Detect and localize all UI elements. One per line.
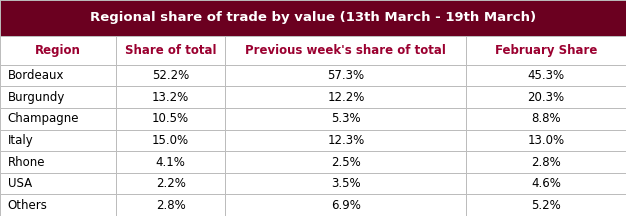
Text: 2.8%: 2.8% xyxy=(531,156,561,168)
Text: 6.9%: 6.9% xyxy=(331,199,361,212)
Bar xyxy=(225,86,466,108)
Text: 13.0%: 13.0% xyxy=(528,134,565,147)
Bar xyxy=(466,86,626,108)
Text: Share of total: Share of total xyxy=(125,44,217,57)
Bar xyxy=(0,130,116,151)
Text: Previous week's share of total: Previous week's share of total xyxy=(245,44,446,57)
Bar xyxy=(225,130,466,151)
Text: Region: Region xyxy=(35,44,81,57)
Bar xyxy=(466,36,626,65)
Bar xyxy=(225,151,466,173)
Text: Bordeaux: Bordeaux xyxy=(8,69,64,82)
Bar xyxy=(466,173,626,194)
Bar xyxy=(116,194,225,216)
Text: 4.1%: 4.1% xyxy=(156,156,185,168)
Text: 2.8%: 2.8% xyxy=(156,199,185,212)
Bar xyxy=(0,0,626,36)
Bar xyxy=(0,86,116,108)
Bar xyxy=(466,108,626,130)
Text: 15.0%: 15.0% xyxy=(152,134,189,147)
Bar xyxy=(0,173,116,194)
Bar xyxy=(466,65,626,86)
Bar xyxy=(116,173,225,194)
Bar xyxy=(0,65,116,86)
Text: 2.2%: 2.2% xyxy=(156,177,185,190)
Text: 57.3%: 57.3% xyxy=(327,69,364,82)
Bar xyxy=(116,130,225,151)
Bar xyxy=(0,36,116,65)
Text: 12.3%: 12.3% xyxy=(327,134,364,147)
Bar xyxy=(116,65,225,86)
Text: Regional share of trade by value (13th March - 19th March): Regional share of trade by value (13th M… xyxy=(90,11,536,24)
Text: Others: Others xyxy=(8,199,48,212)
Text: February Share: February Share xyxy=(495,44,597,57)
Bar xyxy=(0,194,116,216)
Bar xyxy=(225,194,466,216)
Text: 2.5%: 2.5% xyxy=(331,156,361,168)
Bar xyxy=(466,194,626,216)
Bar xyxy=(116,108,225,130)
Text: 13.2%: 13.2% xyxy=(152,91,189,104)
Text: 5.2%: 5.2% xyxy=(531,199,561,212)
Bar xyxy=(225,65,466,86)
Text: 5.3%: 5.3% xyxy=(331,112,361,125)
Text: Burgundy: Burgundy xyxy=(8,91,65,104)
Text: 10.5%: 10.5% xyxy=(152,112,189,125)
Text: Rhone: Rhone xyxy=(8,156,45,168)
Text: Italy: Italy xyxy=(8,134,33,147)
Bar xyxy=(116,151,225,173)
Bar xyxy=(0,108,116,130)
Text: 52.2%: 52.2% xyxy=(152,69,189,82)
Text: 20.3%: 20.3% xyxy=(528,91,565,104)
Bar xyxy=(225,108,466,130)
Text: 8.8%: 8.8% xyxy=(531,112,561,125)
Bar xyxy=(116,36,225,65)
Bar xyxy=(466,151,626,173)
Text: 3.5%: 3.5% xyxy=(331,177,361,190)
Bar xyxy=(116,86,225,108)
Text: 4.6%: 4.6% xyxy=(531,177,561,190)
Text: USA: USA xyxy=(8,177,32,190)
Bar xyxy=(0,151,116,173)
Text: 45.3%: 45.3% xyxy=(528,69,565,82)
Bar xyxy=(225,36,466,65)
Text: Champagne: Champagne xyxy=(8,112,79,125)
Text: 12.2%: 12.2% xyxy=(327,91,364,104)
Bar xyxy=(225,173,466,194)
Bar xyxy=(466,130,626,151)
